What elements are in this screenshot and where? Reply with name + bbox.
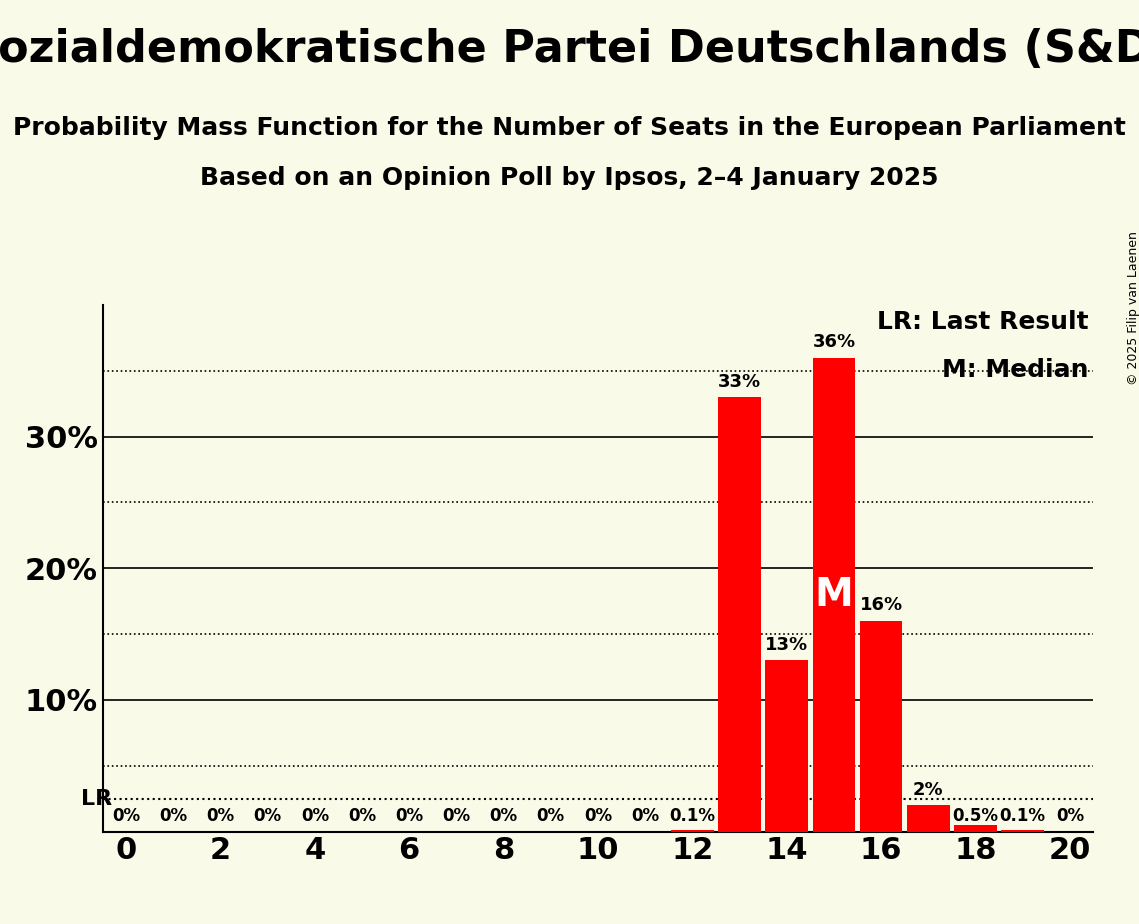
Bar bbox=[907, 805, 950, 832]
Text: 0%: 0% bbox=[442, 807, 470, 825]
Text: 16%: 16% bbox=[860, 596, 903, 614]
Text: 13%: 13% bbox=[765, 636, 809, 654]
Text: 0.1%: 0.1% bbox=[1000, 807, 1046, 825]
Text: 33%: 33% bbox=[718, 372, 761, 391]
Bar bbox=[813, 358, 855, 832]
Bar bbox=[954, 825, 997, 832]
Text: 0%: 0% bbox=[584, 807, 612, 825]
Text: 0%: 0% bbox=[254, 807, 281, 825]
Text: 0.5%: 0.5% bbox=[952, 807, 999, 825]
Text: Sozialdemokratische Partei Deutschlands (S&D): Sozialdemokratische Partei Deutschlands … bbox=[0, 28, 1139, 71]
Text: © 2025 Filip van Laenen: © 2025 Filip van Laenen bbox=[1126, 231, 1139, 385]
Text: LR: Last Result: LR: Last Result bbox=[877, 310, 1089, 334]
Bar bbox=[860, 621, 902, 832]
Text: 0%: 0% bbox=[301, 807, 329, 825]
Text: Probability Mass Function for the Number of Seats in the European Parliament: Probability Mass Function for the Number… bbox=[13, 116, 1126, 140]
Text: 0%: 0% bbox=[490, 807, 517, 825]
Text: 0.1%: 0.1% bbox=[670, 807, 715, 825]
Text: 0%: 0% bbox=[395, 807, 424, 825]
Text: 0%: 0% bbox=[349, 807, 376, 825]
Text: 0%: 0% bbox=[536, 807, 565, 825]
Bar bbox=[1001, 831, 1044, 832]
Text: 0%: 0% bbox=[631, 807, 659, 825]
Text: 36%: 36% bbox=[812, 333, 855, 351]
Text: LR: LR bbox=[81, 789, 112, 808]
Text: M: M bbox=[814, 576, 853, 614]
Text: 0%: 0% bbox=[112, 807, 140, 825]
Text: M: Median: M: Median bbox=[942, 358, 1089, 382]
Bar bbox=[671, 831, 713, 832]
Text: 0%: 0% bbox=[1056, 807, 1084, 825]
Text: Based on an Opinion Poll by Ipsos, 2–4 January 2025: Based on an Opinion Poll by Ipsos, 2–4 J… bbox=[200, 166, 939, 190]
Text: 0%: 0% bbox=[206, 807, 235, 825]
Text: 2%: 2% bbox=[913, 781, 943, 798]
Bar bbox=[765, 661, 808, 832]
Text: 0%: 0% bbox=[159, 807, 187, 825]
Bar bbox=[719, 397, 761, 832]
